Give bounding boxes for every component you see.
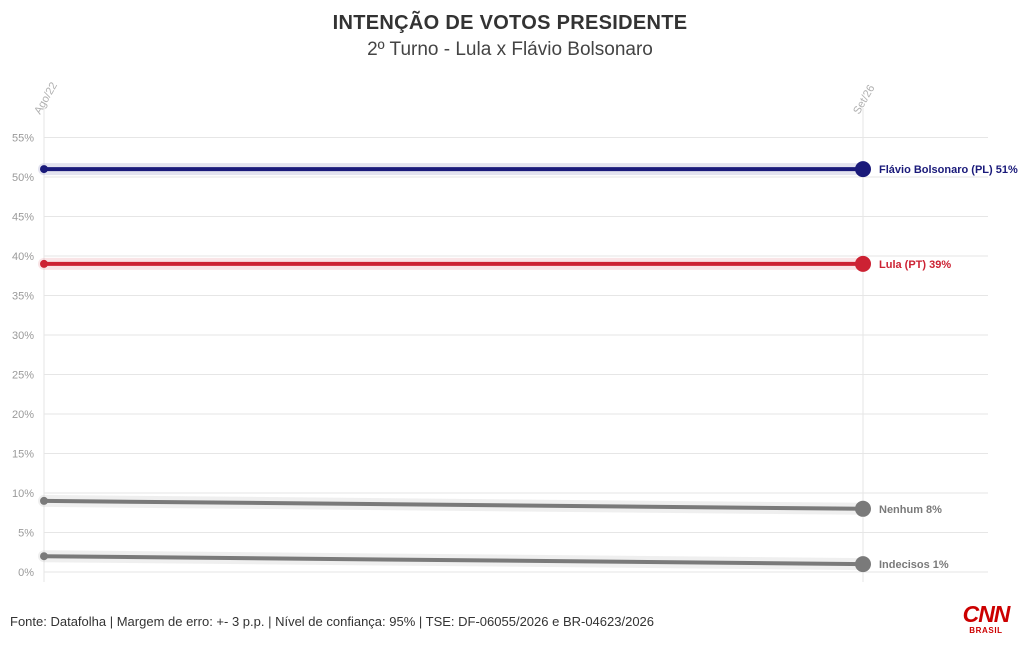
- series-layer: [38, 161, 871, 573]
- series-start-point: [40, 165, 48, 174]
- x-tick-label: Set/26: [851, 83, 877, 117]
- series-start-point: [40, 552, 48, 561]
- end-labels: Flávio Bolsonaro (PL) 51% Lula (PT) 39% Ne…: [879, 164, 1018, 571]
- series-end-label: Flávio Bolsonaro (PL) 51%: [879, 164, 1018, 176]
- y-tick-label: 55%: [12, 133, 34, 145]
- y-tick-label: 30%: [12, 330, 34, 342]
- logo-main-text: CNN: [962, 601, 1011, 627]
- series-end-point: [855, 500, 871, 517]
- y-tick-label: 0%: [18, 567, 34, 579]
- y-tick-label: 15%: [12, 449, 34, 461]
- y-tick-label: 10%: [12, 488, 34, 500]
- y-tick-label: 20%: [12, 409, 34, 421]
- series-line: [42, 498, 865, 511]
- y-tick-label: 45%: [12, 212, 34, 224]
- series-line: [42, 554, 865, 567]
- grid-layer: 0% 5% 10% 15% 20% 25% 30% 35% 40% 45% 50% 55%: [12, 108, 988, 582]
- series-end-point: [855, 556, 871, 573]
- series-end-point: [855, 255, 871, 272]
- y-tick-label: 50%: [12, 172, 34, 184]
- chart-title: INTENÇÃO DE VOTOS PRESIDENTE: [332, 12, 688, 34]
- x-axis-labels: Ago/22 Set/26: [32, 80, 877, 116]
- series-end-label: Lula (PT) 39%: [879, 259, 951, 271]
- y-tick-label: 35%: [12, 291, 34, 303]
- y-tick-label: 5%: [18, 528, 34, 540]
- x-tick-label: Ago/22: [32, 80, 60, 116]
- series-start-point: [40, 496, 48, 505]
- logo-sub-text: BRASIL: [969, 626, 1003, 635]
- chart-subtitle: 2º Turno - Lula x Flávio Bolsonaro: [367, 39, 653, 60]
- series-end-label: Indecisos 1%: [879, 559, 949, 571]
- y-tick-label: 40%: [12, 251, 34, 263]
- series-end-label: Nenhum 8%: [879, 504, 942, 516]
- source-footer: Fonte: Datafolha | Margem de erro: +- 3 …: [10, 614, 655, 629]
- series-end-point: [855, 161, 871, 178]
- y-tick-label: 25%: [12, 370, 34, 382]
- cnn-brasil-logo: CNN BRASIL: [960, 603, 1012, 636]
- series-start-point: [40, 259, 48, 268]
